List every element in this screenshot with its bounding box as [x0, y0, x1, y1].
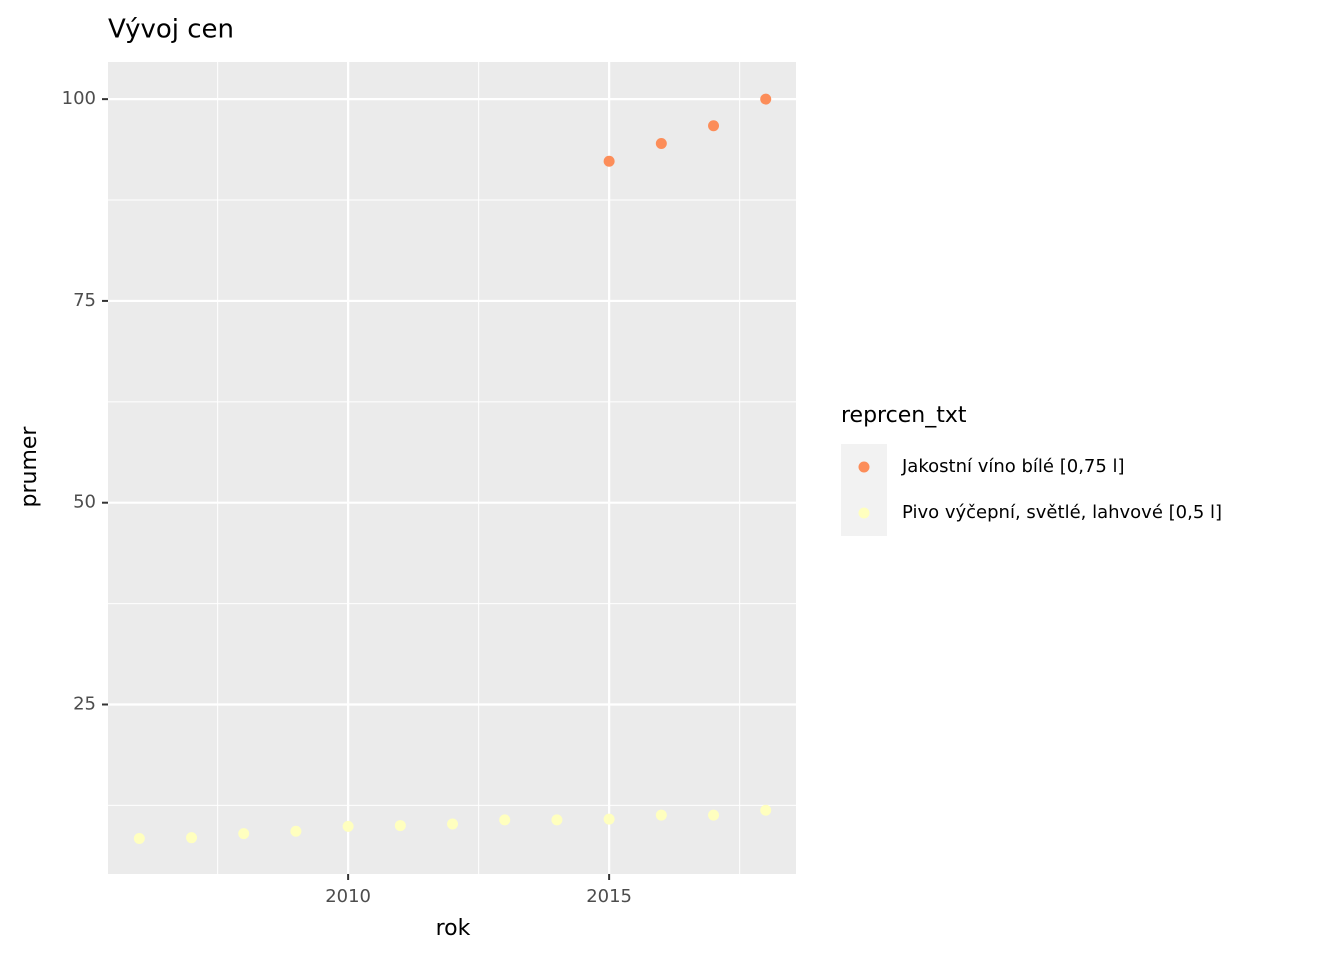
point	[760, 93, 772, 105]
x-tick-label: 2015	[586, 886, 632, 907]
legend-key	[858, 461, 870, 473]
y-tick-label: 25	[73, 693, 96, 714]
legend-key	[858, 507, 870, 519]
point	[551, 814, 563, 826]
point	[133, 832, 145, 844]
legend-key-bg	[841, 444, 887, 536]
point	[238, 828, 250, 840]
point	[394, 820, 406, 832]
legend-label: Pivo výčepní, světlé, lahvové [0,5 l]	[902, 502, 1222, 523]
point	[760, 804, 772, 816]
chart-title: Vývoj cen	[108, 15, 234, 45]
point	[655, 809, 667, 821]
legend-title: reprcen_txt	[841, 403, 967, 428]
point	[603, 155, 615, 167]
panel	[108, 62, 796, 874]
point	[342, 820, 354, 832]
x-tick-label: 2010	[325, 886, 371, 907]
point	[186, 832, 198, 844]
point	[447, 818, 459, 830]
y-tick-label: 50	[73, 492, 96, 513]
point	[290, 825, 302, 837]
grid	[108, 62, 796, 874]
legend-label: Jakostní víno bílé [0,75 l]	[901, 456, 1125, 477]
y-tick-label: 100	[62, 88, 96, 109]
point	[603, 813, 615, 825]
x-axis-title: rok	[436, 916, 471, 941]
point	[708, 809, 720, 821]
point	[708, 120, 720, 132]
point	[655, 138, 667, 150]
point	[499, 814, 511, 826]
points	[133, 93, 772, 844]
y-axis-title: prumer	[17, 426, 42, 508]
y-tick-label: 75	[73, 290, 96, 311]
